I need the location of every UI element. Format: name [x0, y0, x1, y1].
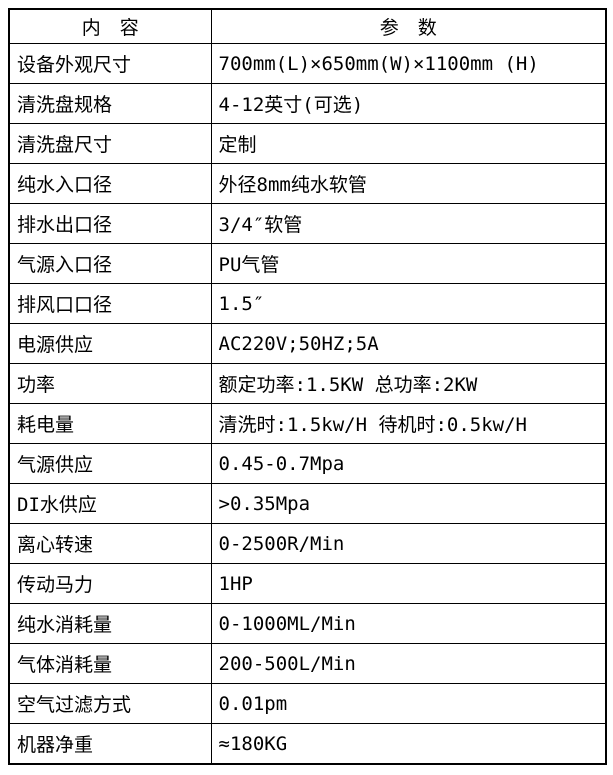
spec-label-cell: 传动马力 — [8, 563, 212, 604]
spec-value-cell: 外径8mm纯水软管 — [210, 163, 607, 204]
table-row: 纯水消耗量 0-1000ML/Min — [8, 603, 607, 644]
spec-value-cell: 200-500L/Min — [210, 643, 607, 684]
spec-value-cell: 1HP — [210, 563, 607, 604]
spec-label-cell: 设备外观尺寸 — [8, 43, 212, 84]
header-parameter-column: 参 数 — [210, 8, 607, 44]
header-content-column: 内 容 — [8, 8, 212, 44]
spec-table: 内 容 参 数 设备外观尺寸 700mm(L)×650mm(W)×1100mm … — [8, 8, 607, 765]
table-row: 空气过滤方式 0.01pm — [8, 683, 607, 724]
spec-label-cell: 离心转速 — [8, 523, 212, 564]
table-row: 气体消耗量 200-500L/Min — [8, 643, 607, 684]
table-row: DI水供应 >0.35Mpa — [8, 483, 607, 524]
table-row: 功率 额定功率:1.5KW 总功率:2KW — [8, 363, 607, 404]
table-row: 设备外观尺寸 700mm(L)×650mm(W)×1100mm (H) — [8, 43, 607, 84]
table-row: 纯水入口径 外径8mm纯水软管 — [8, 163, 607, 204]
table-row: 气源入口径 PU气管 — [8, 243, 607, 284]
spec-value-cell: 1.5″ — [210, 283, 607, 324]
table-row: 气源供应 0.45-0.7Mpa — [8, 443, 607, 484]
spec-label-cell: 清洗盘尺寸 — [8, 123, 212, 164]
table-row: 传动马力 1HP — [8, 563, 607, 604]
header-row: 内 容 参 数 — [8, 8, 607, 44]
spec-label-cell: 清洗盘规格 — [8, 83, 212, 124]
spec-value-cell: ≈180KG — [210, 723, 607, 765]
table-row: 耗电量 清洗时:1.5kw/H 待机时:0.5kw/H — [8, 403, 607, 444]
spec-label-cell: 气源供应 — [8, 443, 212, 484]
spec-label-cell: 耗电量 — [8, 403, 212, 444]
spec-label-cell: 气源入口径 — [8, 243, 212, 284]
spec-table-body: 设备外观尺寸 700mm(L)×650mm(W)×1100mm (H) 清洗盘规… — [8, 43, 607, 765]
spec-value-cell: 清洗时:1.5kw/H 待机时:0.5kw/H — [210, 403, 607, 444]
spec-value-cell: 700mm(L)×650mm(W)×1100mm (H) — [210, 43, 607, 84]
spec-label-cell: 功率 — [8, 363, 212, 404]
spec-label-cell: 机器净重 — [8, 723, 212, 765]
spec-value-cell: 0.01pm — [210, 683, 607, 724]
spec-label-cell: 气体消耗量 — [8, 643, 212, 684]
spec-value-cell: 0-2500R/Min — [210, 523, 607, 564]
table-row: 离心转速 0-2500R/Min — [8, 523, 607, 564]
spec-label-cell: 电源供应 — [8, 323, 212, 364]
table-row: 机器净重 ≈180KG — [8, 723, 607, 765]
spec-label-cell: 纯水入口径 — [8, 163, 212, 204]
spec-value-cell: 3/4″软管 — [210, 203, 607, 244]
spec-label-cell: DI水供应 — [8, 483, 212, 524]
spec-label-cell: 空气过滤方式 — [8, 683, 212, 724]
spec-value-cell: 额定功率:1.5KW 总功率:2KW — [210, 363, 607, 404]
spec-value-cell: 0.45-0.7Mpa — [210, 443, 607, 484]
spec-value-cell: AC220V;50HZ;5A — [210, 323, 607, 364]
table-row: 清洗盘规格 4-12英寸(可选) — [8, 83, 607, 124]
table-row: 清洗盘尺寸 定制 — [8, 123, 607, 164]
spec-value-cell: 定制 — [210, 123, 607, 164]
table-row: 排风口口径 1.5″ — [8, 283, 607, 324]
table-row: 电源供应 AC220V;50HZ;5A — [8, 323, 607, 364]
spec-label-cell: 纯水消耗量 — [8, 603, 212, 644]
spec-label-cell: 排风口口径 — [8, 283, 212, 324]
spec-value-cell: >0.35Mpa — [210, 483, 607, 524]
spec-label-cell: 排水出口径 — [8, 203, 212, 244]
spec-value-cell: 4-12英寸(可选) — [210, 83, 607, 124]
spec-value-cell: 0-1000ML/Min — [210, 603, 607, 644]
table-row: 排水出口径 3/4″软管 — [8, 203, 607, 244]
spec-value-cell: PU气管 — [210, 243, 607, 284]
